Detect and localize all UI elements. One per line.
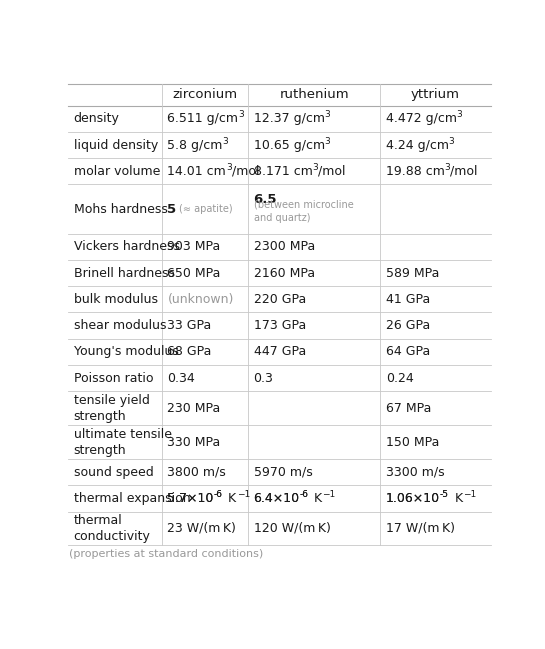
Text: 2160 MPa: 2160 MPa [253,267,314,280]
Text: -6: -6 [300,490,308,499]
Text: -6: -6 [300,490,308,499]
Text: 5.8 g/cm: 5.8 g/cm [167,139,223,152]
Text: 3: 3 [325,136,330,145]
Text: 903 MPa: 903 MPa [167,240,221,253]
Text: K: K [225,492,237,505]
Text: (≈ apatite): (≈ apatite) [179,204,232,214]
Text: 330 MPa: 330 MPa [167,435,221,448]
Text: 0.24: 0.24 [386,372,414,385]
Text: 3: 3 [445,163,450,172]
Text: 2300 MPa: 2300 MPa [253,240,315,253]
Text: 230 MPa: 230 MPa [167,402,221,415]
Text: -5: -5 [440,490,449,499]
Text: 6.4×10: 6.4×10 [253,492,300,505]
Text: Brinell hardness: Brinell hardness [74,267,174,280]
Text: 173 GPa: 173 GPa [253,319,306,332]
Text: 5.7×10: 5.7×10 [167,492,214,505]
Text: 5: 5 [167,202,177,215]
Text: 589 MPa: 589 MPa [386,267,439,280]
Text: 0.3: 0.3 [253,372,274,385]
Text: 650 MPa: 650 MPa [167,267,221,280]
Text: shear modulus: shear modulus [74,319,166,332]
Text: molar volume: molar volume [74,165,160,178]
Text: 3: 3 [223,136,228,145]
Text: 3: 3 [226,163,232,172]
Text: 4.24 g/cm: 4.24 g/cm [386,139,449,152]
Text: 6.4×10: 6.4×10 [253,492,300,505]
Text: 3: 3 [325,110,330,119]
Text: Mohs hardness: Mohs hardness [74,202,167,215]
Text: /mol: /mol [450,165,478,178]
Text: -6: -6 [214,490,223,499]
Text: (between microcline
and quartz): (between microcline and quartz) [253,200,353,223]
Text: liquid density: liquid density [74,139,158,152]
Text: 14.01 cm: 14.01 cm [167,165,226,178]
Text: 150 MPa: 150 MPa [386,435,439,448]
Text: thermal
conductivity: thermal conductivity [74,514,150,543]
Text: 5970 m/s: 5970 m/s [253,465,312,479]
Text: 220 GPa: 220 GPa [253,293,306,306]
Text: /mol: /mol [232,165,259,178]
Text: /mol: /mol [318,165,346,178]
Text: K: K [451,492,463,505]
Text: 3300 m/s: 3300 m/s [386,465,444,479]
Text: ultimate tensile
strength: ultimate tensile strength [74,428,172,457]
Text: 26 GPa: 26 GPa [386,319,430,332]
Text: density: density [74,112,119,125]
Text: thermal expansion: thermal expansion [74,492,190,505]
Text: Poisson ratio: Poisson ratio [74,372,153,385]
Text: bulk modulus: bulk modulus [74,293,158,306]
Text: 6.5: 6.5 [253,193,277,206]
Text: 8.171 cm: 8.171 cm [253,165,312,178]
Text: 4.472 g/cm: 4.472 g/cm [386,112,457,125]
Text: 19.88 cm: 19.88 cm [386,165,445,178]
Text: -5: -5 [440,490,449,499]
Text: K: K [310,492,323,505]
Text: yttrium: yttrium [411,88,460,101]
Text: 447 GPa: 447 GPa [253,345,306,358]
Text: 3800 m/s: 3800 m/s [167,465,226,479]
Text: 68 GPa: 68 GPa [167,345,212,358]
Text: ruthenium: ruthenium [280,88,349,101]
Text: 5.7×10: 5.7×10 [167,492,214,505]
Text: 12.37 g/cm: 12.37 g/cm [253,112,325,125]
Text: 3: 3 [238,110,244,119]
Text: 64 GPa: 64 GPa [386,345,430,358]
Text: 120 W/(m K): 120 W/(m K) [253,522,330,535]
Text: tensile yield
strength: tensile yield strength [74,394,149,422]
Text: -6: -6 [214,490,223,499]
Text: (properties at standard conditions): (properties at standard conditions) [69,550,263,559]
Text: 0.34: 0.34 [167,372,195,385]
Text: 23 W/(m K): 23 W/(m K) [167,522,237,535]
Text: 1.06×10: 1.06×10 [386,492,440,505]
Text: sound speed: sound speed [74,465,153,479]
Text: 3: 3 [449,136,455,145]
Text: 6.511 g/cm: 6.511 g/cm [167,112,238,125]
Text: 3: 3 [457,110,463,119]
Text: Vickers hardness: Vickers hardness [74,240,180,253]
Text: 67 MPa: 67 MPa [386,402,431,415]
Text: Young's modulus: Young's modulus [74,345,179,358]
Text: −1: −1 [237,490,250,499]
Text: 10.65 g/cm: 10.65 g/cm [253,139,325,152]
Text: 3: 3 [312,163,318,172]
Text: −1: −1 [323,490,336,499]
Text: zirconium: zirconium [172,88,238,101]
Text: 33 GPa: 33 GPa [167,319,211,332]
Text: 41 GPa: 41 GPa [386,293,430,306]
Text: 1.06×10: 1.06×10 [386,492,440,505]
Text: −1: −1 [463,490,476,499]
Text: 17 W/(m K): 17 W/(m K) [386,522,455,535]
Text: (unknown): (unknown) [167,293,234,306]
